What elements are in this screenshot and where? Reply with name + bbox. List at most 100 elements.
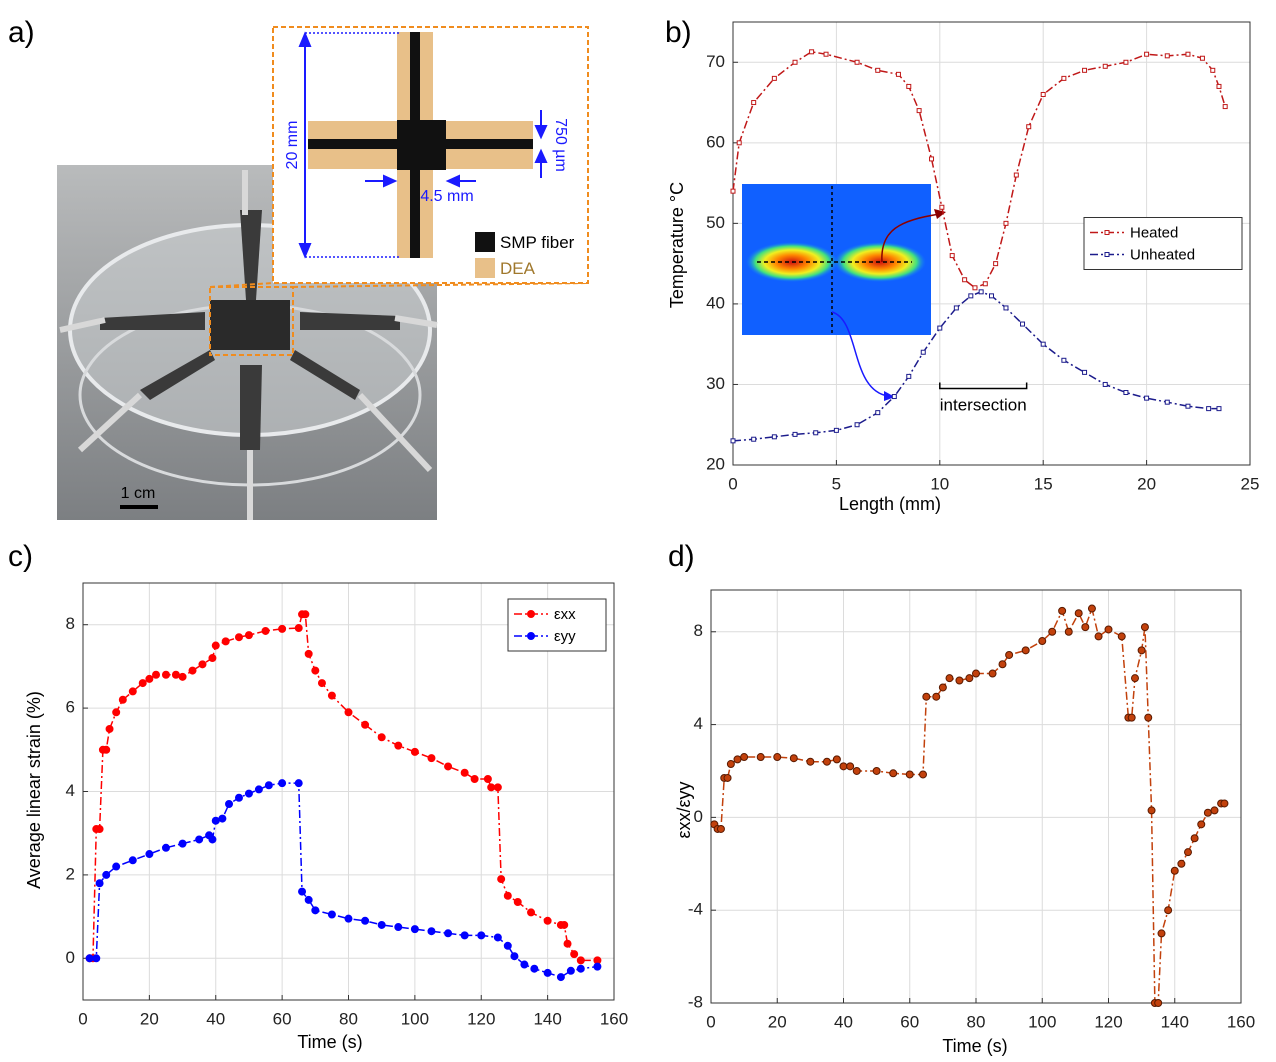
x-tick-label: 40 bbox=[834, 1012, 853, 1031]
marker bbox=[105, 724, 114, 733]
marker bbox=[1206, 406, 1212, 412]
arrow bbox=[881, 213, 941, 263]
annotation: intersection bbox=[940, 395, 1027, 414]
marker bbox=[1216, 83, 1222, 89]
marker bbox=[978, 289, 984, 295]
x-tick-label: 80 bbox=[967, 1012, 986, 1031]
marker bbox=[1082, 67, 1088, 73]
marker bbox=[1210, 806, 1219, 815]
marker bbox=[178, 839, 187, 848]
marker bbox=[792, 59, 798, 65]
x-tick-label: 120 bbox=[1094, 1012, 1122, 1031]
marker bbox=[937, 325, 943, 331]
x-tick-label: 20 bbox=[768, 1012, 787, 1031]
marker bbox=[311, 906, 320, 915]
marker bbox=[112, 862, 121, 871]
x-tick-label: 120 bbox=[467, 1009, 495, 1028]
marker bbox=[1058, 606, 1067, 615]
arrowhead bbox=[884, 391, 895, 401]
marker bbox=[1040, 91, 1046, 97]
marker bbox=[543, 916, 552, 925]
y-tick-label: 70 bbox=[706, 52, 725, 71]
marker bbox=[771, 75, 777, 81]
dimension-label: 20 mm bbox=[284, 121, 301, 170]
marker bbox=[1074, 609, 1083, 618]
marker bbox=[895, 71, 901, 77]
y-tick-label: 6 bbox=[66, 698, 75, 717]
marker bbox=[949, 253, 955, 259]
marker bbox=[427, 927, 436, 936]
marker bbox=[823, 51, 829, 57]
x-tick-label: 80 bbox=[339, 1009, 358, 1028]
marker bbox=[906, 83, 912, 89]
x-tick-label: 10 bbox=[930, 474, 949, 493]
electrodes bbox=[100, 210, 400, 450]
scale-label: 1 cm bbox=[121, 485, 156, 502]
legend-marker bbox=[1104, 230, 1110, 235]
marker bbox=[294, 624, 303, 633]
marker bbox=[208, 654, 217, 663]
panel-label: b) bbox=[665, 16, 692, 49]
marker bbox=[377, 920, 386, 929]
marker bbox=[1197, 820, 1206, 829]
marker bbox=[736, 140, 742, 146]
x-tick-label: 0 bbox=[728, 474, 737, 493]
marker bbox=[993, 261, 999, 267]
marker bbox=[962, 277, 968, 283]
marker bbox=[570, 950, 579, 959]
marker bbox=[852, 766, 861, 775]
marker bbox=[1190, 834, 1199, 843]
marker bbox=[922, 692, 931, 701]
marker bbox=[278, 624, 287, 633]
marker bbox=[982, 281, 988, 287]
x-tick-label: 25 bbox=[1241, 474, 1260, 493]
marker bbox=[85, 954, 94, 963]
marker bbox=[989, 293, 994, 299]
marker bbox=[905, 770, 914, 779]
x-tick-label: 160 bbox=[600, 1009, 628, 1028]
marker bbox=[152, 670, 161, 679]
x-tick-label: 0 bbox=[706, 1012, 715, 1031]
legend-label: εxx bbox=[554, 606, 576, 623]
marker bbox=[311, 666, 320, 675]
legend-box bbox=[507, 598, 607, 652]
y-tick-label: 50 bbox=[706, 213, 725, 232]
plot-frame bbox=[710, 589, 1242, 1004]
marker bbox=[854, 422, 860, 428]
marker bbox=[128, 856, 137, 865]
dimension-label: 750 µm bbox=[552, 118, 569, 172]
marker bbox=[833, 427, 839, 433]
marker bbox=[740, 753, 749, 762]
x-tick-label: 60 bbox=[273, 1009, 292, 1028]
marker bbox=[361, 720, 370, 729]
marker bbox=[972, 285, 978, 291]
marker bbox=[932, 692, 941, 701]
marker bbox=[1185, 51, 1191, 57]
marker bbox=[444, 762, 453, 771]
marker bbox=[195, 835, 204, 844]
marker bbox=[1210, 67, 1216, 73]
marker bbox=[503, 941, 512, 950]
marker bbox=[1203, 808, 1212, 817]
marker bbox=[968, 293, 974, 299]
x-axis-label: Length (mm) bbox=[839, 494, 941, 514]
marker bbox=[972, 669, 980, 678]
marker bbox=[278, 779, 287, 788]
marker bbox=[410, 925, 419, 934]
marker bbox=[178, 672, 187, 681]
x-tick-label: 100 bbox=[401, 1009, 429, 1028]
y-tick-label: 60 bbox=[706, 132, 725, 151]
marker bbox=[730, 188, 736, 194]
arrow bbox=[831, 311, 889, 397]
marker bbox=[527, 908, 536, 917]
series-line bbox=[732, 291, 1219, 442]
marker bbox=[919, 770, 927, 779]
marker bbox=[244, 789, 253, 798]
x-tick-label: 140 bbox=[1161, 1012, 1189, 1031]
y-tick-label: 8 bbox=[66, 614, 75, 633]
marker bbox=[543, 968, 552, 977]
marker bbox=[244, 631, 253, 640]
marker bbox=[145, 674, 154, 683]
marker bbox=[1164, 53, 1170, 59]
marker bbox=[211, 641, 220, 650]
